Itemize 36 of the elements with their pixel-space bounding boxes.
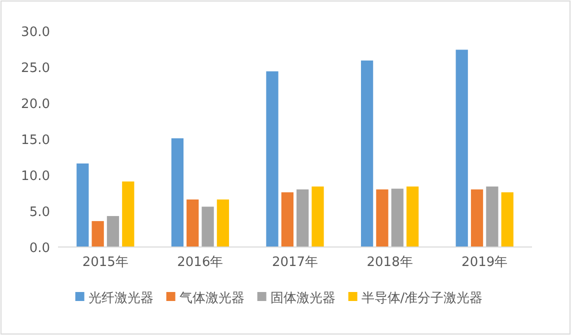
bar	[391, 188, 404, 247]
bar	[202, 206, 214, 247]
x-tick-label: 2018年	[366, 255, 413, 270]
bar	[216, 199, 230, 247]
bar	[296, 189, 309, 247]
bar	[92, 221, 104, 247]
x-tick-label: 2019年	[462, 255, 508, 270]
y-tick-label: 5.0	[29, 205, 50, 220]
bar	[501, 192, 514, 247]
y-tick-label: 30.0	[21, 25, 50, 40]
bar	[406, 186, 419, 247]
bar	[106, 216, 120, 247]
bar	[312, 186, 324, 247]
bar	[122, 181, 134, 247]
y-tick-label: 20.0	[21, 97, 50, 112]
x-tick-label: 2016年	[177, 255, 224, 270]
legend-label: 气体激光器	[179, 291, 244, 306]
bar	[266, 71, 278, 247]
bar	[186, 199, 199, 247]
bar	[76, 163, 89, 247]
bar	[456, 50, 468, 247]
bar	[470, 189, 484, 247]
legend-label: 光纤激光器	[88, 291, 154, 306]
bar	[376, 189, 388, 247]
legend-label: 固体激光器	[270, 291, 336, 306]
bar	[486, 186, 498, 247]
legend-label: 半导体/准分子激光器	[361, 291, 483, 306]
bar	[281, 192, 294, 247]
y-tick-label: 25.0	[21, 61, 50, 76]
bar	[360, 60, 374, 247]
y-tick-label: 10.0	[21, 169, 50, 184]
bar	[171, 138, 184, 247]
y-tick-label: 0.0	[29, 241, 50, 256]
x-tick-label: 2015年	[82, 255, 128, 270]
y-tick-label: 15.0	[21, 133, 50, 148]
x-tick-label: 2017年	[272, 255, 318, 270]
